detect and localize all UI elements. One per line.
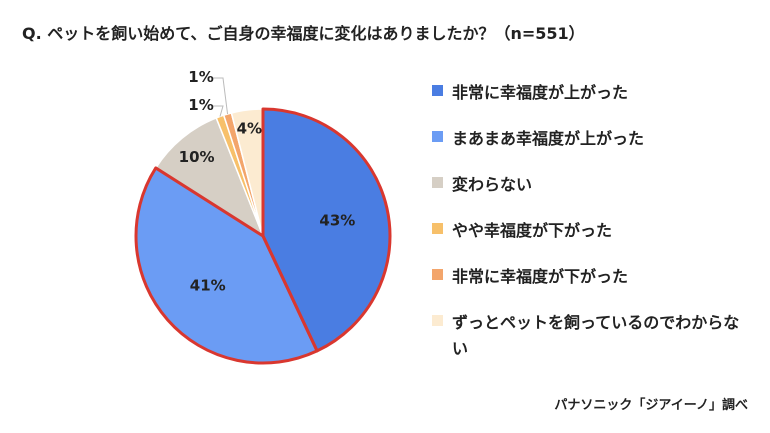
pie-chart: 43% 41% 10% 1% 1% 4% — [134, 68, 392, 365]
pie-slice — [154, 116, 265, 238]
legend-item: まあまあ幸福度が上がった — [432, 126, 742, 172]
legend-swatch — [432, 177, 443, 188]
leader-line — [213, 77, 229, 115]
legend-swatch — [432, 223, 443, 234]
slice-label: 1% — [188, 68, 213, 86]
slice-label: 1% — [188, 96, 213, 114]
legend-item: ずっとペットを飼っているのでわからない — [432, 310, 742, 362]
legend-label: ずっとペットを飼っているのでわからない — [452, 313, 740, 358]
legend-item: 非常に幸福度が下がった — [432, 264, 742, 310]
source-note: パナソニック「ジアイーノ」調べ — [554, 398, 748, 413]
legend-swatch — [432, 131, 443, 142]
legend-label: 非常に幸福度が下がった — [452, 267, 629, 286]
legend-label: まあまあ幸福度が上がった — [452, 129, 645, 148]
legend: 非常に幸福度が上がった まあまあ幸福度が上がった 変わらない やや幸福度が下がっ… — [432, 80, 742, 362]
slice-highlight-outline — [134, 166, 319, 365]
legend-label: やや幸福度が下がった — [452, 221, 613, 240]
legend-label: 非常に幸福度が上がった — [452, 83, 629, 102]
leader-line — [213, 105, 224, 117]
slice-label: 4% — [237, 120, 262, 138]
slice-highlight-outline — [261, 107, 392, 353]
legend-item: 変わらない — [432, 172, 742, 218]
slice-label: 41% — [190, 277, 226, 295]
legend-swatch — [432, 85, 443, 96]
slice-label: 43% — [319, 211, 355, 229]
legend-swatch — [432, 269, 443, 280]
legend-item: 非常に幸福度が上がった — [432, 80, 742, 126]
legend-item: やや幸福度が下がった — [432, 218, 742, 264]
legend-swatch — [432, 315, 443, 326]
chart-title: Q. ペットを飼い始めて、ご自身の幸福度に変化はありましたか？（n=551） — [22, 24, 585, 43]
legend-label: 変わらない — [452, 175, 533, 194]
slice-label: 10% — [179, 148, 215, 166]
